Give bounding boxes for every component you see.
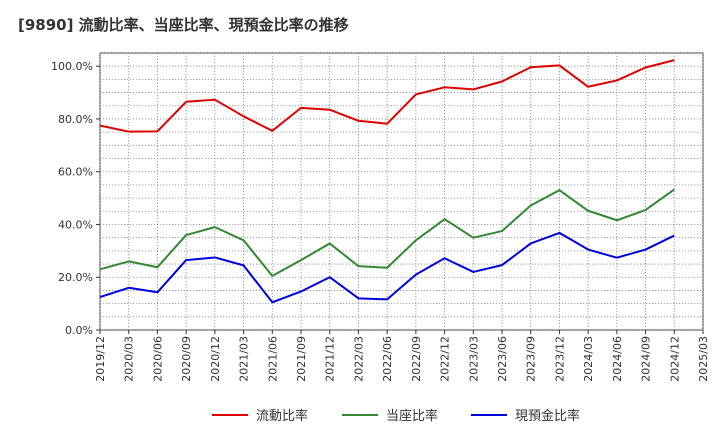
series-line	[99, 59, 675, 133]
x-tick-label: 2023/06	[496, 336, 509, 382]
x-tick-label: 2021/06	[266, 336, 279, 382]
legend-label: 流動比率	[256, 408, 308, 424]
x-tick-label: 2025/03	[697, 336, 710, 382]
series-line	[99, 188, 675, 277]
x-tick-label: 2020/12	[209, 336, 222, 382]
x-tick-label: 2020/09	[180, 336, 193, 382]
x-tick-label: 2019/12	[94, 336, 107, 382]
y-tick-label: 20.0%	[58, 271, 93, 284]
x-tick-label: 2023/03	[467, 336, 480, 382]
x-tick-label: 2023/09	[525, 336, 538, 382]
legend: 流動比率 当座比率 現預金比率	[212, 408, 580, 424]
x-tick-label: 2021/12	[324, 336, 337, 382]
x-tick-label: 2021/03	[238, 336, 251, 382]
x-tick-label: 2024/09	[640, 336, 653, 382]
x-tick-label: 2020/06	[151, 336, 164, 382]
series-line	[99, 231, 675, 304]
y-tick-label: 0.0%	[65, 324, 93, 337]
x-tick-label: 2024/12	[668, 336, 681, 382]
y-tick-label: 80.0%	[58, 113, 93, 126]
x-tick-label: 2022/09	[410, 336, 423, 382]
chart-title: [9890] 流動比率、当座比率、現預金比率の推移	[18, 16, 349, 34]
legend-label: 当座比率	[386, 408, 438, 424]
series-lines	[99, 59, 675, 304]
x-tick-label: 2022/03	[352, 336, 365, 382]
x-tick-label: 2021/09	[295, 336, 308, 382]
x-tick-label: 2024/03	[582, 336, 595, 382]
y-axis-ticks: 0.0% 20.0% 40.0% 60.0% 80.0% 100.0%	[51, 60, 100, 337]
x-tick-label: 2024/06	[611, 336, 624, 382]
x-tick-label: 2022/12	[439, 336, 452, 382]
x-tick-label: 2023/12	[553, 336, 566, 382]
x-tick-label: 2022/06	[381, 336, 394, 382]
x-tick-label: 2020/03	[123, 336, 136, 382]
y-tick-label: 40.0%	[58, 218, 93, 231]
plot-area	[99, 52, 704, 331]
legend-label: 現預金比率	[515, 408, 580, 424]
y-tick-label: 60.0%	[58, 166, 93, 179]
y-tick-label: 100.0%	[51, 60, 93, 73]
x-axis-ticks: 2019/12 2020/03 2020/06 2020/09 2020/12 2021/…	[94, 330, 710, 382]
